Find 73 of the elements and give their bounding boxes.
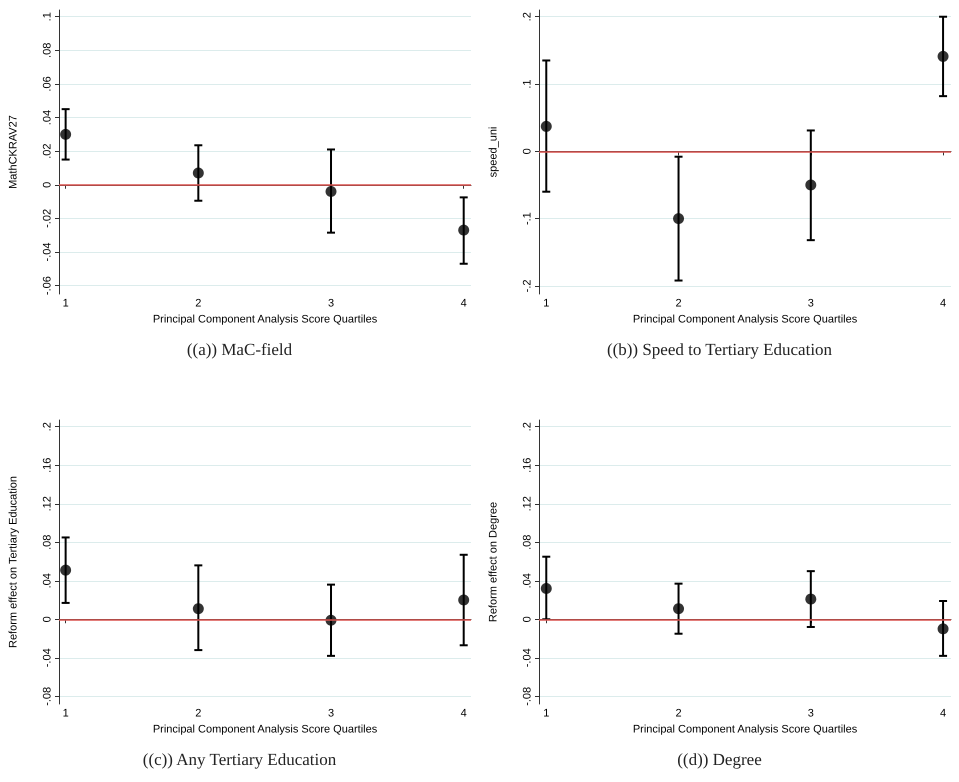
point [805, 594, 816, 605]
x-tick-label: 1 [543, 708, 550, 720]
y-tick-label: -.02 [42, 208, 54, 228]
x-axis-title: Principal Component Analysis Score Quartiles [152, 313, 378, 326]
x-tick-label: 1 [543, 298, 550, 310]
y-tick-label: 0 [42, 616, 54, 622]
point [60, 128, 72, 140]
y-tick-label: .1 [42, 12, 54, 22]
y-tick-label: .1 [522, 79, 534, 89]
x-tick-label: 2 [195, 298, 202, 310]
y-tick-label: -.04 [42, 242, 54, 262]
y-tick-label: 0 [522, 616, 534, 622]
y-tick-label: -.08 [522, 686, 534, 706]
y-axis-title: MathCKRAV27 [8, 115, 20, 189]
x-tick-label: 1 [62, 708, 69, 720]
y-tick-label: .08 [522, 534, 534, 550]
y-tick-label: .16 [522, 458, 534, 473]
x-tick-label: 2 [675, 298, 682, 310]
y-tick-label: .04 [42, 110, 54, 126]
y-tick-label: .04 [42, 573, 54, 588]
y-tick-label: .2 [522, 422, 534, 432]
x-axis-title: Principal Component Analysis Score Quartiles [152, 723, 378, 736]
y-tick-label: -.04 [522, 648, 534, 668]
y-axis-title: Reform effect on Tertiary Education [8, 476, 20, 648]
text: ((a)) MaC-field [186, 340, 293, 359]
y-tick-label: .08 [42, 534, 54, 550]
point [192, 603, 204, 614]
point [540, 582, 552, 594]
point [673, 213, 684, 224]
point [805, 179, 816, 190]
point [938, 50, 949, 62]
text: ((d)) Degree [677, 750, 762, 769]
y-axis-title: Reform effect on Degree [488, 502, 500, 622]
x-tick-label: 3 [328, 708, 334, 720]
y-tick-label: -.2 [522, 280, 534, 292]
y-axis-title: speed_uni [488, 126, 500, 178]
point [673, 603, 684, 614]
y-tick-label: .2 [522, 12, 534, 22]
x-tick-label: 3 [808, 298, 814, 310]
x-axis-title: Principal Component Analysis Score Quartiles [632, 723, 858, 736]
y-tick-label: 0 [522, 148, 534, 154]
point [458, 224, 470, 236]
point [326, 186, 337, 197]
x-tick-label: 4 [460, 708, 467, 720]
point [192, 168, 204, 179]
x-tick-label: 2 [195, 708, 202, 720]
text: ((c)) Any Tertiary Education [142, 750, 337, 769]
point [938, 623, 949, 634]
x-axis-title: Principal Component Analysis Score Quartiles [632, 313, 858, 326]
x-tick-label: 4 [460, 298, 467, 310]
y-tick-label: -.04 [42, 648, 54, 668]
y-tick-label: .06 [42, 76, 54, 92]
y-tick-label: 0 [42, 182, 54, 188]
y-tick-label: .12 [42, 496, 54, 512]
text: ((b)) Speed to Tertiary Education [606, 340, 833, 359]
y-tick-label: .08 [42, 42, 54, 58]
y-tick-label: .12 [522, 496, 534, 512]
y-tick-label: -.08 [42, 686, 54, 706]
y-tick-label: .2 [42, 422, 54, 432]
x-tick-label: 4 [940, 708, 946, 720]
point [60, 564, 72, 576]
x-tick-label: 1 [62, 298, 69, 310]
y-tick-label: -.06 [42, 276, 54, 296]
x-tick-label: 3 [328, 298, 334, 310]
x-tick-label: 3 [808, 708, 814, 720]
x-tick-label: 2 [675, 708, 682, 720]
point [540, 120, 552, 132]
y-tick-label: .04 [522, 573, 534, 588]
point [458, 594, 470, 606]
y-tick-label: .16 [42, 458, 54, 473]
y-tick-label: .02 [42, 144, 54, 159]
y-tick-label: -.1 [522, 212, 534, 226]
x-tick-label: 4 [940, 298, 946, 310]
